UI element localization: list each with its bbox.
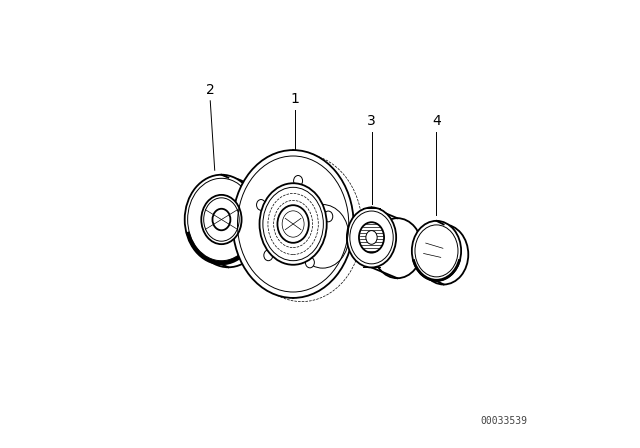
Ellipse shape — [294, 202, 351, 271]
Ellipse shape — [233, 150, 354, 298]
Ellipse shape — [201, 195, 242, 244]
Ellipse shape — [264, 250, 273, 261]
Ellipse shape — [278, 205, 309, 243]
Ellipse shape — [257, 199, 266, 210]
Ellipse shape — [185, 175, 258, 264]
Ellipse shape — [412, 221, 461, 281]
Ellipse shape — [305, 257, 314, 268]
Ellipse shape — [260, 183, 327, 265]
Ellipse shape — [191, 178, 265, 267]
Text: 1: 1 — [291, 91, 300, 106]
Text: 00033539: 00033539 — [480, 416, 527, 426]
Ellipse shape — [419, 224, 468, 284]
Text: 2: 2 — [206, 82, 214, 97]
Ellipse shape — [372, 218, 422, 278]
Ellipse shape — [347, 207, 396, 267]
Ellipse shape — [294, 176, 303, 186]
Text: 3: 3 — [367, 114, 376, 128]
Ellipse shape — [212, 209, 230, 230]
Ellipse shape — [366, 231, 377, 244]
Text: 4: 4 — [432, 114, 441, 128]
Ellipse shape — [359, 222, 384, 253]
Ellipse shape — [324, 211, 333, 222]
